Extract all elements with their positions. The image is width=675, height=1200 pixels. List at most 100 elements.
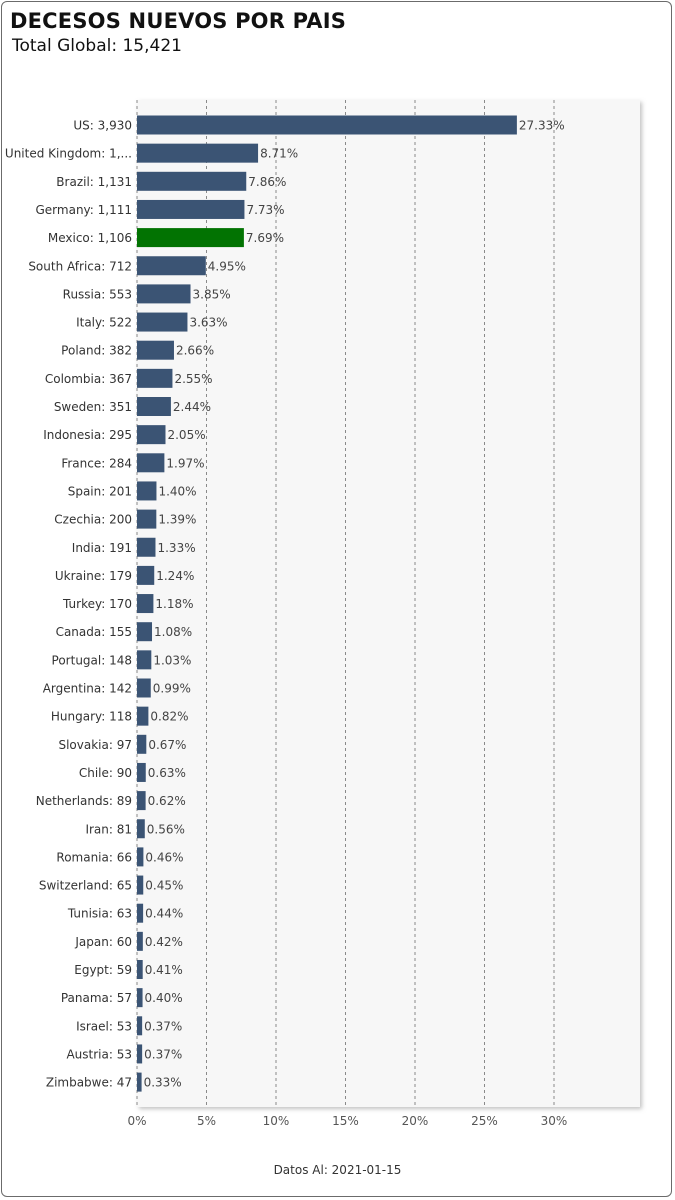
data-label: 27.33% (519, 119, 565, 133)
bar-germany (137, 199, 245, 219)
data-label: 1.24% (156, 569, 194, 583)
category-label: Poland: 382 (61, 344, 132, 358)
bar-egypt (137, 960, 143, 979)
data-label: 8.71% (260, 147, 298, 161)
chart-title: DECESOS NUEVOS POR PAIS (10, 9, 347, 33)
category-label: Brazil: 1,131 (56, 175, 132, 189)
bar-argentina (137, 678, 151, 698)
category-label: Portugal: 148 (52, 653, 132, 667)
x-tick-label: 10% (263, 1114, 290, 1128)
data-label: 0.41% (145, 963, 183, 977)
data-label: 0.37% (144, 1019, 182, 1033)
category-label: Italy: 522 (76, 316, 132, 330)
bar-sweden (137, 397, 171, 416)
category-label: Switzerland: 65 (39, 879, 132, 893)
bar-south-africa (137, 256, 206, 276)
data-label: 0.40% (145, 991, 183, 1005)
category-label: Slovakia: 97 (58, 738, 132, 752)
category-label: Netherlands: 89 (36, 794, 132, 808)
data-label: 7.86% (248, 175, 286, 189)
category-label: Tunisia: 63 (67, 907, 132, 921)
bar-indonesia (137, 425, 166, 445)
data-label: 0.67% (148, 738, 186, 752)
data-label: 1.33% (157, 541, 195, 555)
category-label: Colombia: 367 (45, 372, 132, 386)
data-label: 2.44% (173, 400, 211, 414)
data-label: 1.39% (158, 513, 196, 527)
data-date: Datos Al: 2021-01-15 (273, 1163, 402, 1177)
bar-france (137, 453, 165, 473)
bar-switzerland (137, 875, 144, 895)
category-label: Panama: 57 (61, 991, 132, 1005)
data-label: 2.66% (176, 344, 214, 358)
category-label: Russia: 553 (63, 287, 132, 301)
global-total: Total Global: 15,421 (12, 36, 182, 56)
category-label: Romania: 66 (56, 850, 132, 864)
category-label: Austria: 53 (66, 1047, 132, 1061)
x-tick-label: 20% (402, 1114, 429, 1128)
category-label: South Africa: 712 (28, 259, 132, 273)
bar-poland (137, 340, 174, 360)
category-label: Turkey: 170 (62, 597, 132, 611)
data-label: 0.82% (150, 710, 188, 724)
bar-us (137, 115, 517, 135)
bar-tunisia (137, 903, 144, 923)
category-label: Israel: 53 (76, 1019, 132, 1033)
bar-chile (137, 762, 146, 782)
x-tick-label: 15% (332, 1114, 359, 1128)
category-label: Sweden: 351 (54, 400, 132, 414)
data-label: 1.08% (154, 625, 192, 639)
category-label: Canada: 155 (56, 625, 132, 639)
data-label: 1.40% (158, 484, 196, 498)
data-label: 4.95% (208, 259, 246, 273)
category-label: Argentina: 142 (43, 682, 132, 696)
data-label: 3.63% (189, 316, 227, 330)
bar-panama (137, 988, 143, 1008)
category-label: Iran: 81 (85, 822, 132, 836)
bar-spain (137, 481, 157, 501)
bar-brazil (137, 171, 247, 191)
data-label: 3.85% (193, 287, 231, 301)
bar-ukraine (137, 565, 155, 585)
data-label: 0.42% (145, 935, 183, 949)
category-label: Zimbabwe: 47 (46, 1076, 132, 1090)
bar-slovakia (137, 734, 147, 754)
x-tick-label: 25% (471, 1114, 498, 1128)
data-label: 1.18% (155, 597, 193, 611)
bar-zimbabwe (137, 1072, 142, 1092)
bar-russia (137, 284, 191, 304)
data-label: 0.46% (145, 850, 183, 864)
data-label: 0.37% (144, 1047, 182, 1061)
data-label: 0.62% (148, 794, 186, 808)
bar-austria (137, 1044, 143, 1064)
data-label: 0.63% (148, 766, 186, 780)
bar-india (137, 537, 156, 557)
x-tick-label: 0% (127, 1114, 146, 1128)
bar-romania (137, 847, 144, 867)
bar-portugal (137, 650, 152, 670)
category-label: Germany: 1,111 (36, 203, 133, 217)
data-label: 0.44% (145, 907, 183, 921)
bar-japan (137, 931, 143, 951)
category-label: Japan: 60 (74, 935, 132, 949)
category-label: Ukraine: 179 (55, 569, 132, 583)
plot-area (137, 100, 640, 1107)
data-label: 1.03% (153, 653, 191, 667)
x-tick-label: 30% (541, 1114, 568, 1128)
data-label: 0.33% (144, 1076, 182, 1090)
category-label: Egypt: 59 (74, 963, 132, 977)
data-label: 0.45% (145, 879, 183, 893)
bar-mexico (137, 228, 244, 248)
data-label: 2.55% (174, 372, 212, 386)
data-label: 0.56% (147, 822, 185, 836)
data-label: 2.05% (167, 428, 205, 442)
x-tick-label: 5% (197, 1114, 216, 1128)
category-label: France: 284 (61, 456, 132, 470)
bar-hungary (137, 706, 149, 726)
bar-israel (137, 1016, 143, 1036)
bar-turkey (137, 594, 154, 614)
data-label: 7.73% (246, 203, 284, 217)
category-label: Hungary: 118 (51, 710, 132, 724)
bar-canada (137, 622, 153, 642)
